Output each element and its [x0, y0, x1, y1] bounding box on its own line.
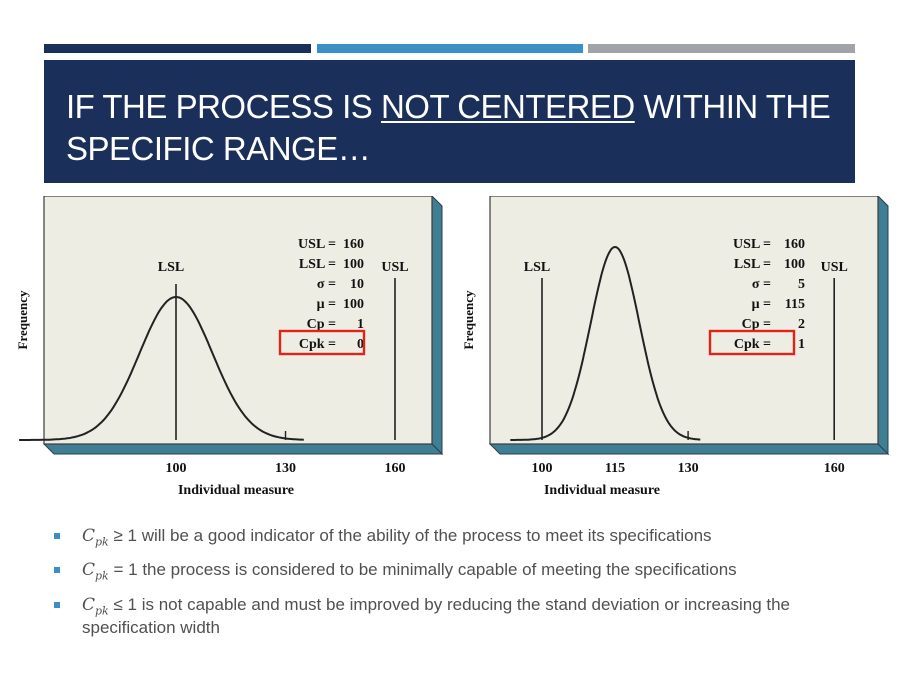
bullet-text: is not capable and must be improved by r…	[82, 594, 791, 638]
x-axis-title: Individual measure	[544, 483, 660, 496]
bullet-item: Cpk = 1 the process is considered to be …	[52, 561, 852, 584]
stat-value: 100	[343, 297, 364, 312]
panel-side-edge	[431, 196, 443, 456]
y-axis-title: Frequency	[15, 290, 30, 349]
stat-label: Cpk =	[299, 337, 336, 352]
bullet-text: will be a good indicator of the ability …	[141, 526, 712, 545]
lsl-label: LSL	[524, 260, 550, 275]
stat-value: 2	[798, 317, 805, 332]
panel-bottom-edge	[488, 443, 890, 455]
title-underlined: NOT CENTERED	[380, 88, 635, 125]
bullet-relation: ≥ 1	[113, 526, 137, 545]
title-part-2: WITHIN THE SPECIFIC RANGE…	[66, 88, 831, 167]
distribution-curve	[19, 295, 304, 441]
y-axis-title: Frequency	[461, 290, 476, 349]
x-tick-label: 100	[532, 461, 553, 476]
stat-value: 115	[785, 297, 805, 312]
distribution-curve	[510, 245, 701, 441]
x-tick-label: 160	[824, 461, 845, 476]
bullet-list: Cpk ≥ 1 will be a good indicator of the …	[52, 527, 852, 647]
stat-value: 1	[357, 317, 364, 332]
bullet-item: Cpk ≥ 1 will be a good indicator of the …	[52, 527, 852, 550]
panel-side-edge	[877, 196, 889, 456]
chart-right-centered-narrow: LSL USL 100 115 130 160 Individual measure Freq…	[460, 196, 900, 496]
cpk-highlight-box	[278, 329, 366, 356]
stat-label: USL =	[298, 237, 336, 252]
x-tick-label: 130	[275, 461, 296, 476]
stat-value: 160	[343, 237, 364, 252]
cpk-symbol: Cpk	[82, 526, 109, 549]
stat-value: 1	[798, 337, 805, 352]
x-tick-label: 100	[166, 461, 187, 476]
stat-label: Cpk =	[734, 337, 771, 352]
plot-panel	[489, 196, 879, 445]
panel-bottom-edge	[42, 443, 444, 455]
x-tick-label: 115	[605, 461, 625, 476]
stat-label: μ =	[317, 297, 336, 312]
square-bullet-icon	[54, 533, 60, 539]
stat-label: μ =	[752, 297, 771, 312]
accent-bar-gray	[588, 44, 855, 53]
x-axis-title: Individual measure	[178, 483, 294, 496]
accent-bar-navy	[44, 44, 311, 53]
x-tick-label: 160	[385, 461, 406, 476]
stat-label: σ =	[752, 277, 771, 292]
stat-value: 0	[357, 337, 364, 352]
square-bullet-icon	[54, 567, 60, 574]
slide-title: IF THE PROCESS IS NOT CENTERED WITHIN TH…	[66, 86, 846, 170]
chart-svg: LSL USL 100 115 130 160 Individual measure Freq…	[461, 196, 890, 496]
bullet-item: Cpk ≤ 1 is not capable and must be impro…	[52, 596, 852, 636]
stat-value: 5	[798, 277, 805, 292]
x-tick-label: 130	[678, 461, 699, 476]
plot-panel	[43, 196, 433, 445]
stat-label: LSL =	[734, 257, 771, 272]
chart-left-not-centered: LSL USL 100 130 160 Individual measure Frequen…	[14, 196, 466, 496]
stat-value: 10	[350, 277, 364, 292]
usl-label: USL	[821, 260, 848, 275]
cpk-symbol: Cpk	[82, 594, 109, 618]
usl-label: USL	[381, 260, 408, 275]
stat-value: 100	[784, 257, 805, 272]
title-part-1: IF THE PROCESS IS	[66, 88, 373, 125]
title-banner: IF THE PROCESS IS NOT CENTERED WITHIN TH…	[44, 60, 855, 183]
stat-label: Cp =	[307, 317, 336, 332]
bullet-relation: ≤ 1	[113, 594, 137, 614]
accent-bar-blue	[317, 44, 583, 53]
stat-label: Cp =	[742, 317, 771, 332]
stat-label: LSL =	[299, 257, 336, 272]
stat-value: 100	[343, 257, 364, 272]
lsl-label: LSL	[158, 260, 184, 275]
bullet-text: the process is considered to be minimall…	[142, 560, 737, 580]
stat-label: USL =	[733, 237, 771, 252]
square-bullet-icon	[54, 601, 60, 608]
stat-label: σ =	[317, 277, 336, 292]
bullet-relation: = 1	[113, 560, 138, 580]
cpk-highlight-box	[708, 329, 796, 356]
cpk-symbol: Cpk	[82, 560, 109, 583]
stat-value: 160	[784, 237, 805, 252]
